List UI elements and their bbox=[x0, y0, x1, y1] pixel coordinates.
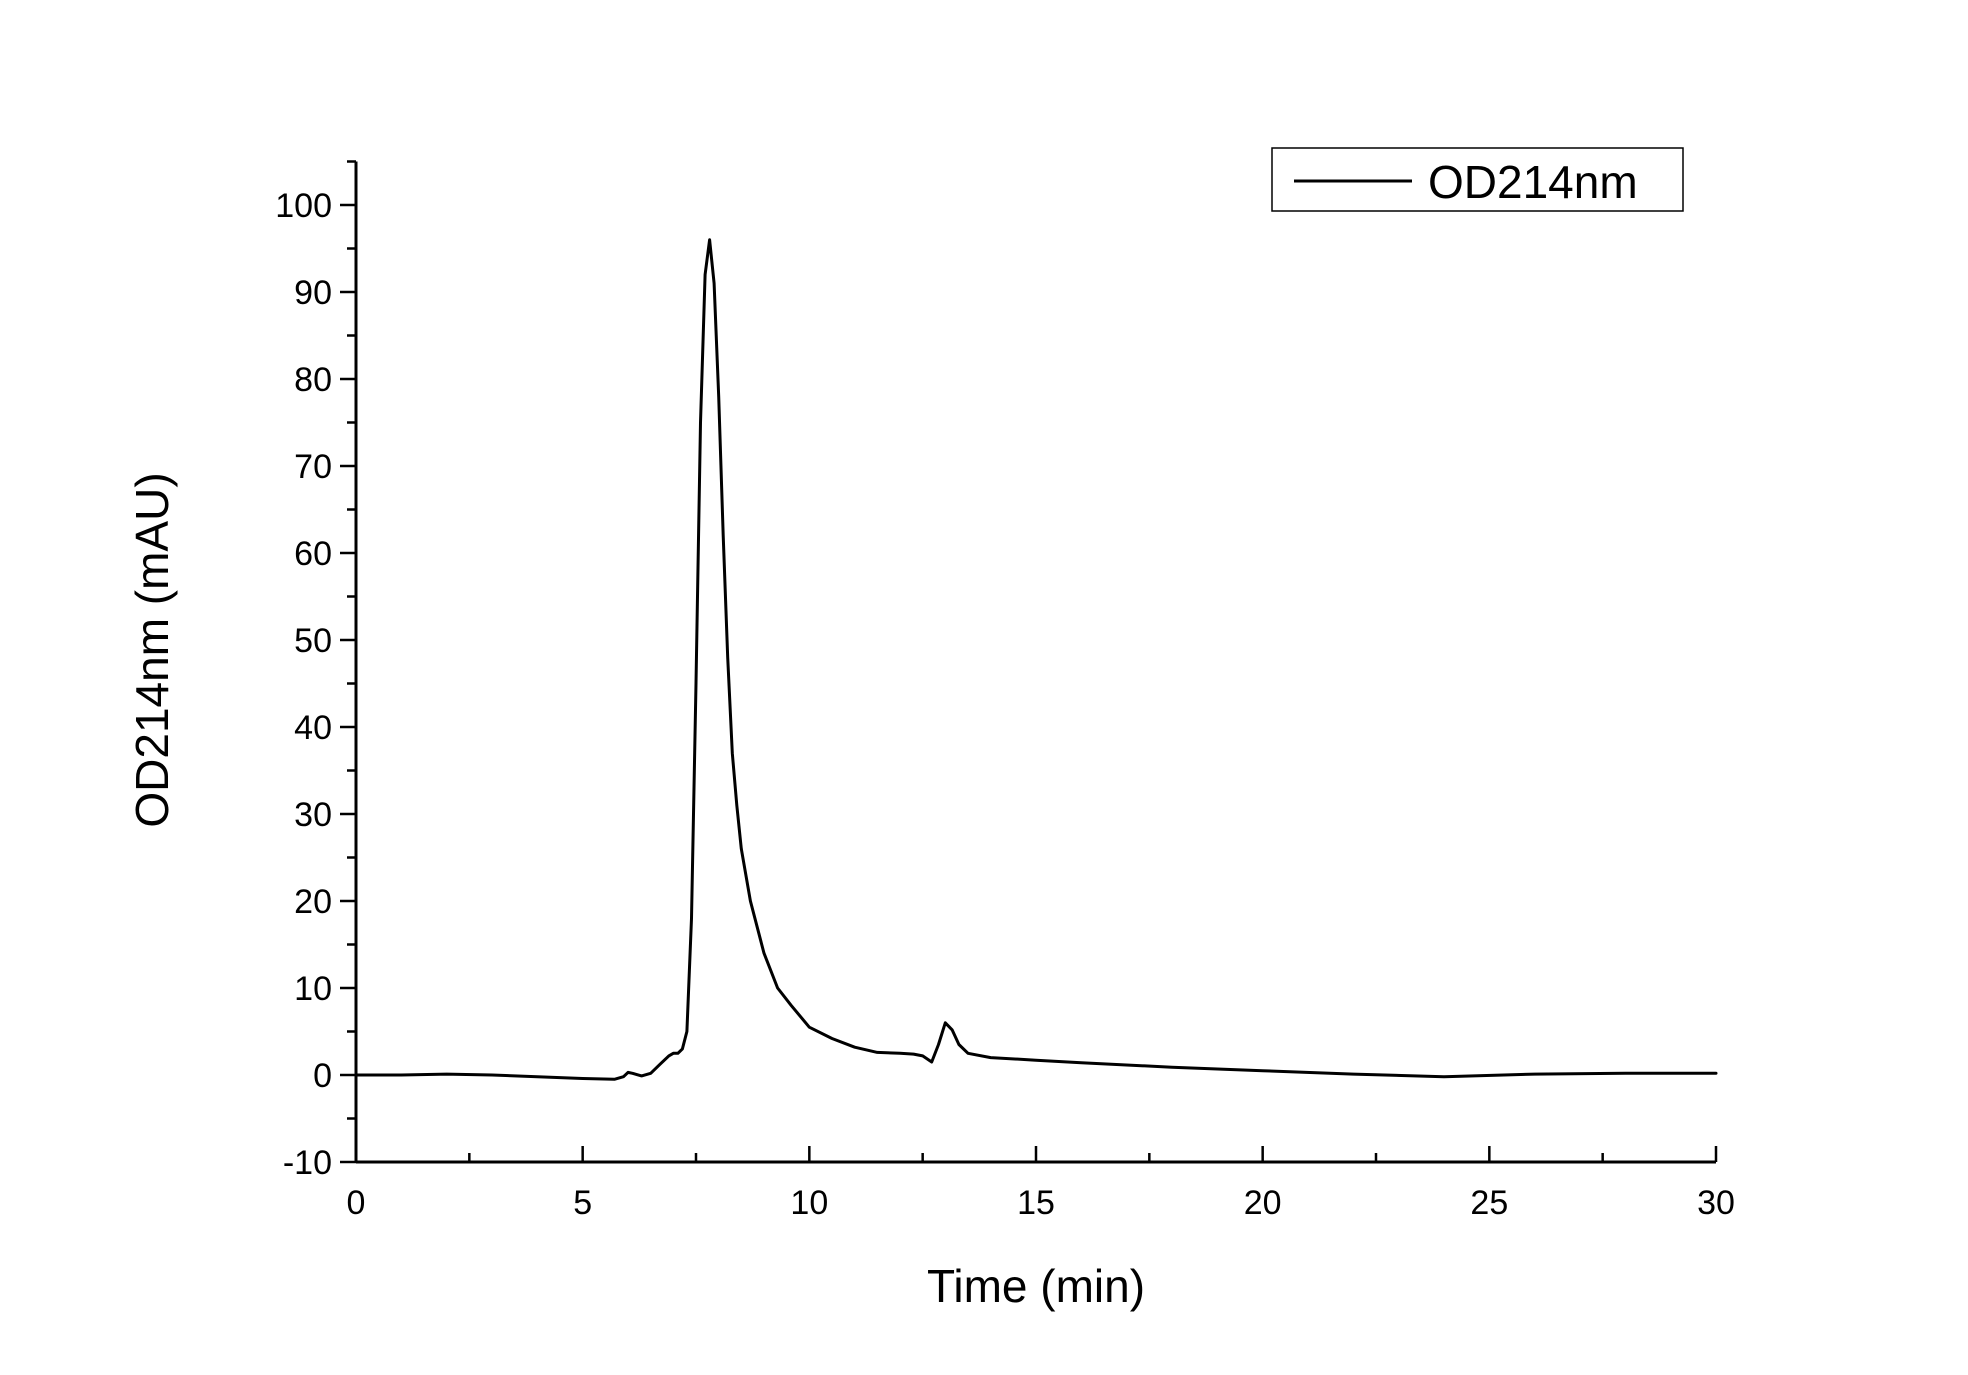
y-tick-label-0: 0 bbox=[313, 1057, 332, 1095]
y-tick-label-10: 10 bbox=[294, 970, 332, 1008]
x-tick-label-30: 30 bbox=[1697, 1184, 1735, 1222]
legend: OD214nm bbox=[1271, 147, 1684, 212]
y-tick-label--10: -10 bbox=[283, 1144, 332, 1182]
x-tick-label-5: 5 bbox=[573, 1184, 592, 1222]
x-tick-label-15: 15 bbox=[1017, 1184, 1055, 1222]
y-tick-label-60: 60 bbox=[294, 535, 332, 573]
x-axis: 0 5 10 15 20 25 30 bbox=[347, 1146, 1735, 1222]
x-tick-label-20: 20 bbox=[1244, 1184, 1282, 1222]
legend-label: OD214nm bbox=[1428, 156, 1638, 208]
y-tick-label-50: 50 bbox=[294, 622, 332, 660]
series-layer bbox=[354, 238, 1718, 1081]
y-tick-label-20: 20 bbox=[294, 883, 332, 921]
y-tick-label-70: 70 bbox=[294, 448, 332, 486]
x-tick-label-0: 0 bbox=[347, 1184, 366, 1222]
x-tick-label-10: 10 bbox=[790, 1184, 828, 1222]
y-tick-label-90: 90 bbox=[294, 274, 332, 312]
x-tick-label-25: 25 bbox=[1470, 1184, 1508, 1222]
x-axis-title: Time (min) bbox=[927, 1260, 1145, 1312]
y-tick-label-80: 80 bbox=[294, 361, 332, 399]
y-tick-label-100: 100 bbox=[275, 187, 332, 225]
y-tick-label-30: 30 bbox=[294, 796, 332, 834]
y-tick-label-40: 40 bbox=[294, 709, 332, 747]
series-line-0 bbox=[354, 238, 1718, 1081]
y-axis-title: OD214nm (mAU) bbox=[126, 472, 178, 827]
y-axis: -10 0 10 20 30 40 50 60 70 80 90 100 bbox=[275, 160, 358, 1182]
